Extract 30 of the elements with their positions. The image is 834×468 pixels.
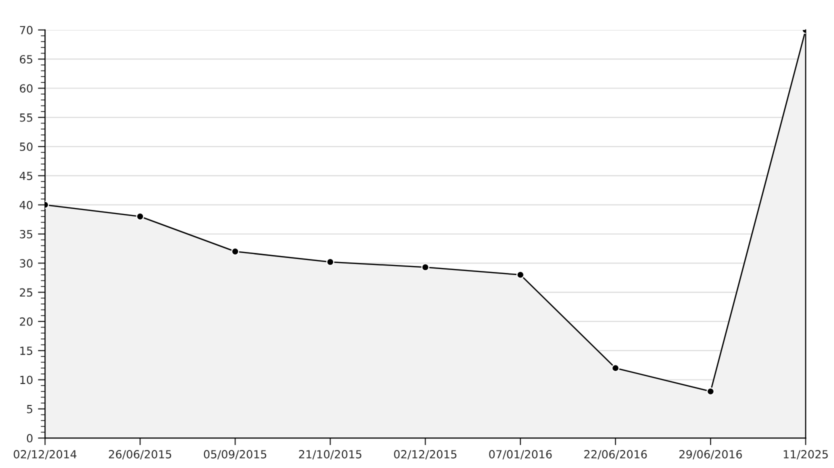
y-tick-label: 5 xyxy=(27,405,32,414)
y-tick-label: 50 xyxy=(20,142,32,151)
y-tick-label: 15 xyxy=(20,346,32,355)
y-tick-label: 25 xyxy=(20,288,32,297)
y-tick-label: 30 xyxy=(20,259,32,268)
x-tick-label: 05/09/2015 xyxy=(204,450,266,460)
y-tick-label: 20 xyxy=(20,317,32,326)
x-tick-label: 11/2025 xyxy=(784,450,828,460)
point xyxy=(706,387,715,396)
y-tick-label: 45 xyxy=(20,172,32,180)
x-tick-label: 21/10/2015 xyxy=(299,450,362,460)
y-tick-label: 0 xyxy=(26,434,32,442)
x-tick-label: 07/01/2016 xyxy=(489,450,552,460)
x-tick-label: 26/06/2015 xyxy=(108,450,172,460)
y-tick-label: 60 xyxy=(20,84,32,93)
x-tick-label: 29/06/2016 xyxy=(679,450,742,460)
y-tick-label: 10 xyxy=(20,376,32,384)
x-tick-label: 22/06/2016 xyxy=(584,450,647,460)
point xyxy=(421,263,430,272)
x-tick-label: 02/12/2015 xyxy=(394,450,456,460)
point xyxy=(516,270,524,279)
y-tick-label: 35 xyxy=(20,230,32,238)
y-tick-label: 70 xyxy=(20,26,32,34)
point xyxy=(136,212,144,220)
y-tick-label: 65 xyxy=(20,55,32,64)
point xyxy=(612,364,620,372)
y-tick-label: 40 xyxy=(20,200,32,210)
x-tick-label: 02/12/2014 xyxy=(14,450,76,460)
y-tick-label: 55 xyxy=(20,114,32,122)
point xyxy=(231,248,240,256)
